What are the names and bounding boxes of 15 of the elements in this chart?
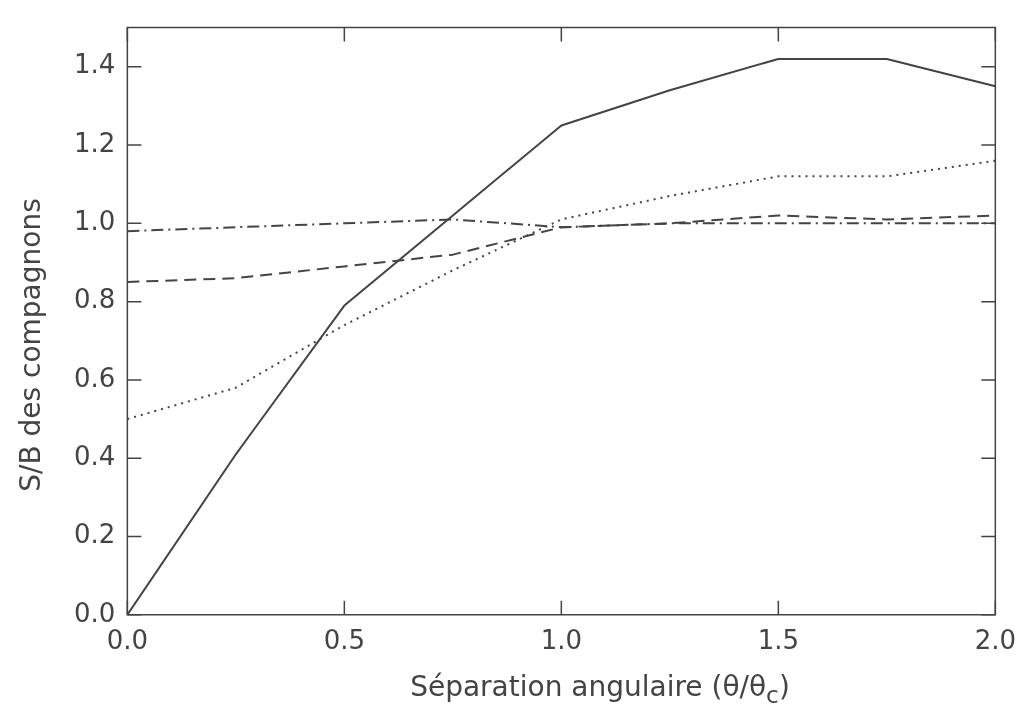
x-tick-label: 1.0 xyxy=(540,625,583,656)
x-tick-label: 2.0 xyxy=(974,625,1017,656)
x-tick-label: 0.5 xyxy=(323,625,366,656)
y-tick-label: 0.6 xyxy=(73,362,116,393)
y-axis-title: S/B des compagnons xyxy=(13,198,47,492)
x-tick-label: 0.0 xyxy=(106,625,149,656)
y-tick-label: 1.0 xyxy=(73,206,116,237)
y-tick-label: 0.4 xyxy=(73,440,116,471)
y-tick-label: 1.2 xyxy=(73,127,116,158)
y-tick-label: 0.8 xyxy=(73,284,116,315)
x-axis-title: Séparation angulaire (θ/θ$_{c}$) xyxy=(409,670,791,709)
y-tick-label: 0.2 xyxy=(73,519,116,550)
y-tick-label: 0.0 xyxy=(73,597,116,628)
y-tick-label: 1.4 xyxy=(73,49,116,80)
x-tick-label: 1.5 xyxy=(757,625,800,656)
